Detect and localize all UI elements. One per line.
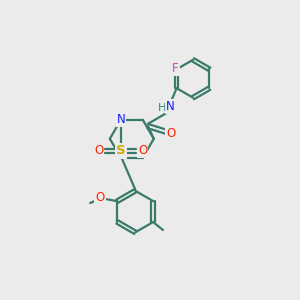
Text: F: F — [172, 61, 179, 75]
Text: O: O — [94, 145, 104, 158]
Text: N: N — [166, 100, 174, 113]
Text: O: O — [166, 127, 175, 140]
Text: N: N — [116, 113, 125, 126]
Text: O: O — [95, 191, 105, 204]
Text: O: O — [138, 145, 147, 158]
Text: H: H — [158, 103, 167, 112]
Text: S: S — [116, 145, 126, 158]
